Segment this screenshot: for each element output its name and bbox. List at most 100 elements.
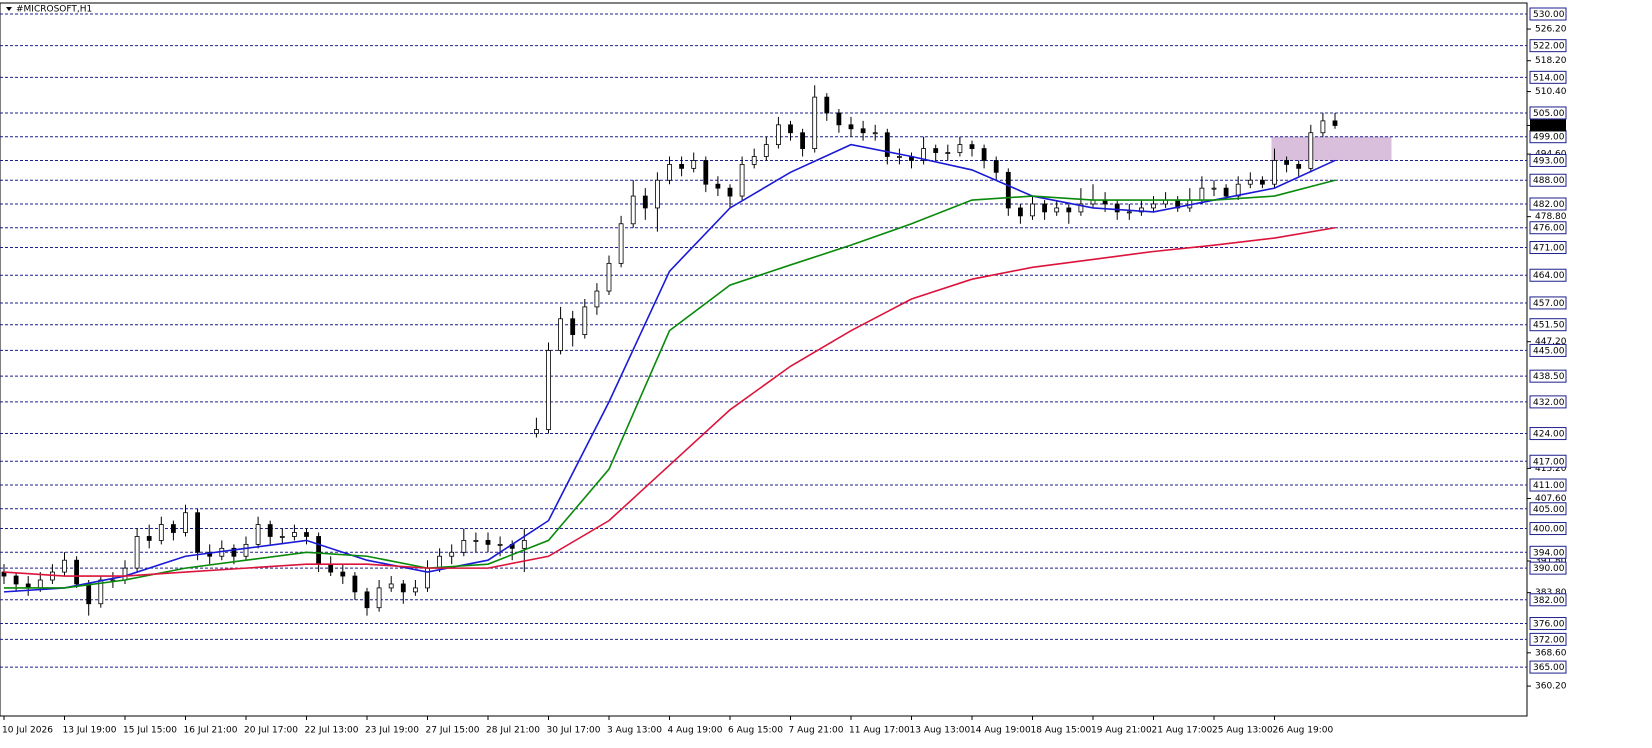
x-tick-label: 7 Aug 21:00 [789,726,844,736]
candle-body [243,543,249,557]
level-label: 471.00 [1533,244,1565,254]
level-label-box [1529,502,1567,516]
level-label-box [1529,343,1567,357]
level-label-box [1529,296,1567,310]
candle-body [1005,171,1011,209]
candle-body [183,512,188,533]
x-tick-label: 13 Jul 19:00 [63,726,117,736]
level-label: 464.00 [1533,271,1565,281]
candle-body [13,575,19,585]
candle-body [860,128,866,134]
candle-body [824,96,830,114]
level-label: 476.00 [1533,224,1565,234]
candle-body [473,540,479,542]
x-tick-label: 27 Jul 15:00 [426,726,480,736]
candle-body [376,587,382,609]
level-label-box [1529,7,1567,21]
candle-body [316,536,322,565]
candle-body [776,124,781,146]
level-label-box [1529,39,1567,53]
y-tick-label: 478.80 [1535,212,1567,222]
last-price-label: 501.84 [1533,121,1565,131]
level-label-box [1529,173,1567,187]
candle-body [86,583,92,605]
candle-body [981,148,987,161]
candle-body [933,148,939,153]
candle-body [667,164,672,181]
x-tick-label: 16 Jul 21:00 [184,726,238,736]
x-tick-label: 28 Jul 21:00 [486,726,540,736]
level-label-box [1529,369,1567,383]
y-tick-label: 510.40 [1535,87,1567,97]
candle-body [340,571,346,577]
candle-body [836,112,842,126]
candle-body [606,262,612,292]
candle-body [279,536,285,538]
y-tick-label: 415.20 [1535,464,1567,474]
x-tick-label: 14 Aug 19:00 [970,726,1031,736]
level-label: 411.00 [1533,481,1565,491]
x-tick-label: 4 Aug 19:00 [668,726,723,736]
level-label: 488.00 [1533,176,1565,186]
level-label-box [1529,318,1567,332]
level-label-box [1529,197,1567,211]
candle-body [485,540,491,545]
candle-body [1030,203,1035,217]
candle-body [1211,187,1217,190]
level-label: 382.00 [1533,596,1565,606]
candle-body [618,223,624,264]
candle-body [812,96,818,149]
level-label: 445.00 [1533,346,1565,356]
level-label: 482.00 [1533,200,1565,210]
level-label-box [1529,632,1567,646]
candle-body [146,536,152,541]
level-label-box [1529,427,1567,441]
candle-body [679,164,684,169]
level-label: 522.00 [1533,42,1565,52]
level-label-box [1529,268,1567,282]
candle-body [437,555,443,569]
candle-body [1320,120,1326,134]
zone [1271,136,1392,161]
ma-line [3,143,1336,593]
candle-body [630,195,636,225]
candle-body [993,160,999,173]
candle-body [1151,203,1156,209]
candle-body [195,512,201,553]
candle-body [1332,120,1338,126]
level-label: 365.00 [1533,663,1565,673]
candle-body [715,183,721,189]
y-tick-label: 383.80 [1535,588,1567,598]
level-label: 405.00 [1533,505,1565,515]
x-tick-label: 15 Jul 15:00 [123,726,177,736]
level-label-box [1529,241,1567,255]
level-label: 451.50 [1533,321,1565,331]
candle-body [291,532,297,537]
level-label: 514.00 [1533,73,1565,83]
candle-body [727,187,733,197]
level-label-box [1529,593,1567,607]
candle-body [497,543,503,546]
candle-body [267,524,273,537]
candle-body [352,575,358,593]
level-label-box [1529,153,1567,167]
candle-body [1066,207,1072,213]
candle-body [1126,211,1132,214]
candle-body [1260,179,1265,185]
candle-body [655,179,660,209]
y-tick-label: 368.60 [1535,648,1567,658]
candle-body [1042,203,1047,213]
candle-body [37,579,43,589]
x-tick-label: 19 Aug 21:00 [1091,726,1152,736]
y-tick-label: 447.20 [1535,337,1567,347]
level-label: 372.00 [1533,635,1565,645]
level-label: 400.00 [1533,525,1565,535]
level-label: 390.00 [1533,564,1565,574]
candle-body [134,536,140,569]
level-label-box [1529,561,1567,575]
candle-body [158,524,164,541]
candle-body [231,547,237,557]
level-label-box [1529,478,1567,492]
candle-body [558,318,563,351]
symbol-menu-icon[interactable] [6,7,12,11]
